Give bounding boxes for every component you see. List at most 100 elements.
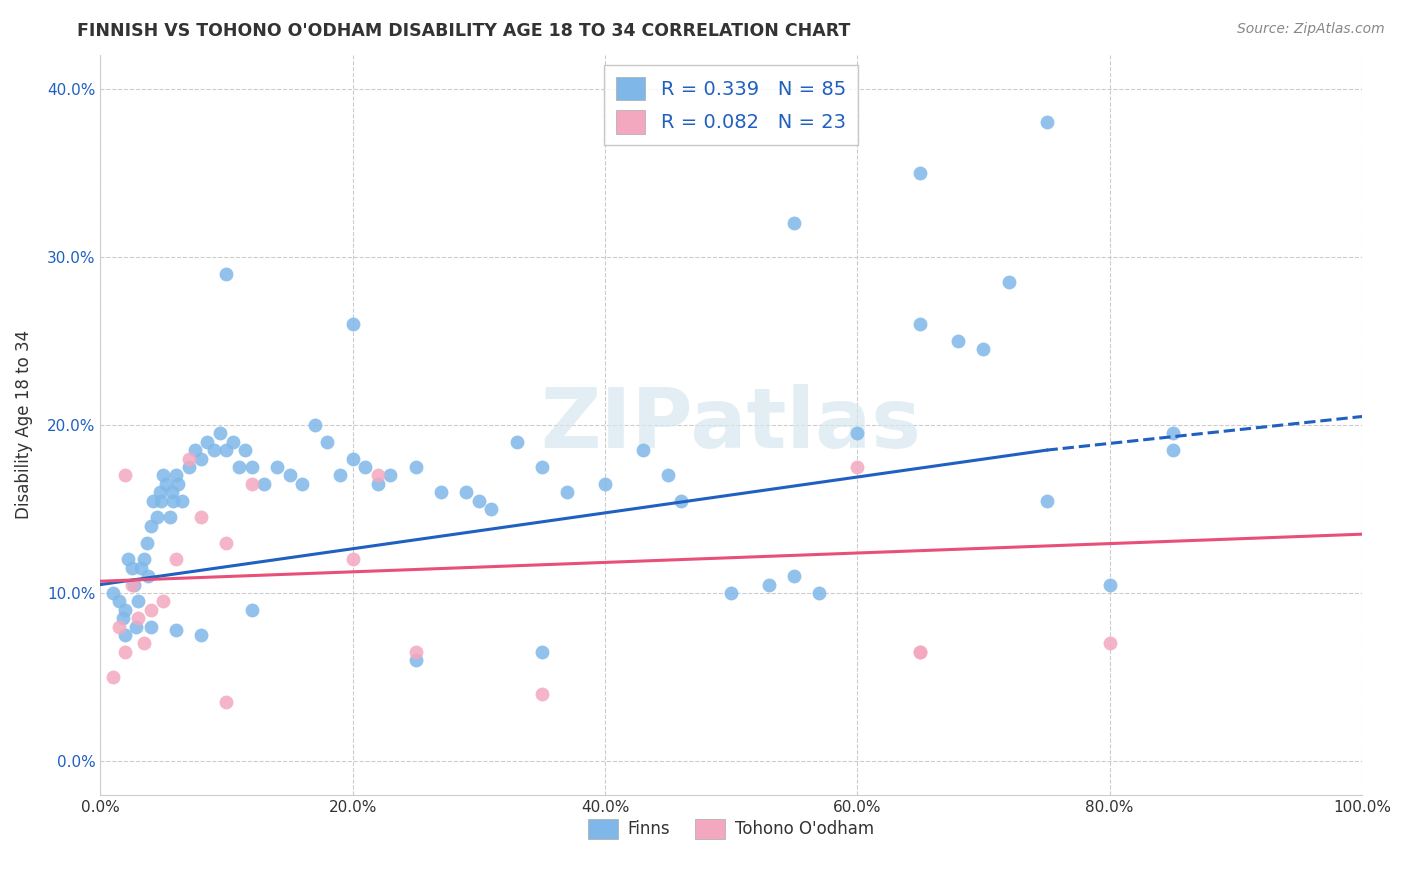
Point [134,552,156,566]
Point [142,493,165,508]
Point [846,426,869,441]
Point [190,628,212,642]
Point [253,476,276,491]
Point [222,434,245,449]
Point [155,476,177,491]
Point [152,468,174,483]
Y-axis label: Disability Age 18 to 34: Disability Age 18 to 34 [15,330,32,519]
Point [117,552,139,566]
Point [430,485,453,500]
Point [124,619,146,633]
Point [139,603,162,617]
Point [165,468,187,483]
Text: ZIPatlas: ZIPatlas [541,384,921,466]
Point [342,451,364,466]
Point [134,636,156,650]
Point [1161,426,1184,441]
Point [405,459,427,474]
Point [215,695,238,709]
Point [215,535,238,549]
Point [657,468,679,483]
Point [846,459,869,474]
Point [240,459,263,474]
Point [148,485,170,500]
Point [1035,115,1057,129]
Point [720,586,742,600]
Point [354,459,377,474]
Point [165,623,187,637]
Point [479,502,502,516]
Point [111,611,134,625]
Point [177,459,200,474]
Point [758,577,780,591]
Point [190,451,212,466]
Point [631,443,654,458]
Point [127,594,149,608]
Point [149,493,172,508]
Point [114,603,136,617]
Point [530,645,553,659]
Point [808,586,831,600]
Point [783,569,806,583]
Point [240,476,263,491]
Point [162,493,184,508]
Point [505,434,527,449]
Point [167,476,190,491]
Point [530,687,553,701]
Point [1098,636,1121,650]
Point [405,645,427,659]
Point [101,670,124,684]
Point [209,426,232,441]
Point [530,459,553,474]
Point [121,561,143,575]
Point [555,485,578,500]
Point [367,476,389,491]
Point [202,443,225,458]
Point [114,468,136,483]
Text: FINNISH VS TOHONO O'ODHAM DISABILITY AGE 18 TO 34 CORRELATION CHART: FINNISH VS TOHONO O'ODHAM DISABILITY AGE… [77,22,851,40]
Point [228,459,250,474]
Point [316,434,339,449]
Point [456,485,478,500]
Point [669,493,692,508]
Point [1161,443,1184,458]
Point [342,317,364,331]
Point [405,653,427,667]
Point [165,552,187,566]
Point [108,594,131,608]
Point [124,577,146,591]
Point [101,586,124,600]
Point [997,275,1019,289]
Point [380,468,402,483]
Point [910,645,932,659]
Point [139,619,162,633]
Point [159,510,181,524]
Point [783,216,806,230]
Legend: Finns, Tohono O'odham: Finns, Tohono O'odham [581,812,882,846]
Text: Source: ZipAtlas.com: Source: ZipAtlas.com [1237,22,1385,37]
Point [197,434,219,449]
Point [215,267,238,281]
Point [127,611,149,625]
Point [367,468,389,483]
Point [304,417,326,432]
Point [139,518,162,533]
Point [129,561,152,575]
Point [240,603,263,617]
Point [1035,493,1057,508]
Point [114,645,136,659]
Point [329,468,352,483]
Point [278,468,301,483]
Point [291,476,314,491]
Point [190,510,212,524]
Point [910,645,932,659]
Point [108,619,131,633]
Point [160,485,183,500]
Point [172,493,194,508]
Point [114,628,136,642]
Point [146,510,169,524]
Point [910,166,932,180]
Point [342,552,364,566]
Point [121,577,143,591]
Point [910,317,932,331]
